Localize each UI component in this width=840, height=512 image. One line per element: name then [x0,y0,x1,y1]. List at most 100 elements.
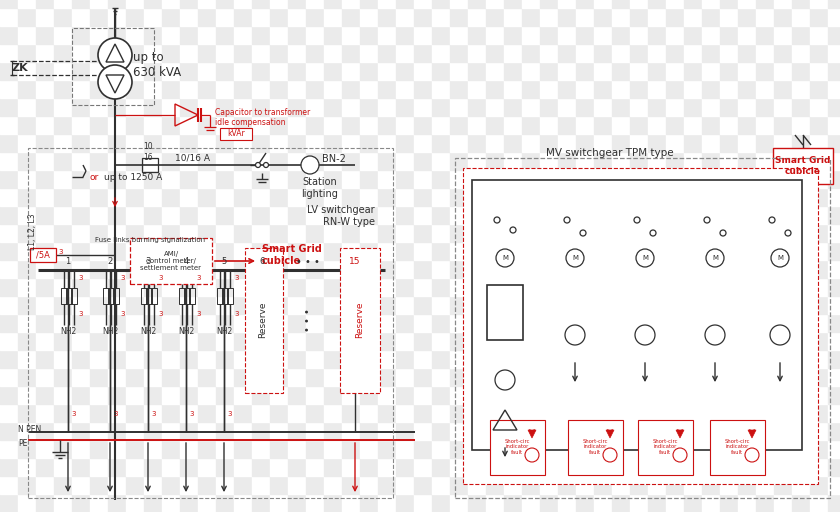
Bar [198,224,216,242]
Bar [432,8,450,26]
Bar [288,296,306,314]
Bar [378,404,396,422]
Bar [378,8,396,26]
Bar [810,224,828,242]
Bar [144,368,162,386]
Bar [306,368,324,386]
Text: L1, L2, L3: L1, L2, L3 [28,214,36,250]
Bar [792,44,810,62]
Bar [810,260,828,278]
Bar [702,80,720,98]
Bar [18,206,36,224]
Bar [378,188,396,206]
Bar [702,278,720,296]
Bar [378,260,396,278]
Bar [324,386,342,404]
Bar [18,98,36,116]
Bar [504,458,522,476]
Bar [252,116,270,134]
Bar [450,188,468,206]
Text: 3: 3 [71,411,76,417]
Bar [666,224,684,242]
Bar [810,170,828,188]
Bar [810,278,828,296]
Bar [612,242,630,260]
Bar [684,224,702,242]
Bar [756,404,774,422]
Bar [342,116,360,134]
Bar [234,422,252,440]
Bar [126,152,144,170]
Bar [216,260,234,278]
Bar [756,260,774,278]
Bar [151,288,157,304]
Bar [432,494,450,512]
Bar [540,494,558,512]
Bar [468,278,486,296]
Circle shape [564,217,570,223]
Bar [108,152,126,170]
Bar [342,404,360,422]
Bar [360,332,378,350]
Bar [540,26,558,44]
Bar [486,368,504,386]
Bar [270,278,288,296]
Bar [90,170,108,188]
Bar [648,224,666,242]
Bar [216,440,234,458]
Bar [576,296,594,314]
Bar [72,170,90,188]
Bar [792,0,810,8]
Bar [684,98,702,116]
Bar [558,296,576,314]
Bar [180,206,198,224]
Bar [432,80,450,98]
Bar [0,296,18,314]
Bar [558,26,576,44]
Bar [684,260,702,278]
Bar [144,116,162,134]
Bar [720,242,738,260]
Text: Reserve: Reserve [259,302,267,338]
Bar [324,458,342,476]
Bar [630,314,648,332]
Bar [594,0,612,8]
Bar [162,314,180,332]
Bar [540,8,558,26]
Bar [54,476,72,494]
Bar [792,26,810,44]
Bar [288,332,306,350]
Bar [36,8,54,26]
Text: 3: 3 [120,275,124,281]
Bar [710,420,765,475]
Bar [288,404,306,422]
Bar [252,224,270,242]
Bar [828,0,840,8]
Bar [54,350,72,368]
Bar [684,134,702,152]
Bar [648,296,666,314]
Bar [162,170,180,188]
Bar [216,314,234,332]
Bar [36,494,54,512]
Bar [72,440,90,458]
Bar [162,206,180,224]
Bar [198,206,216,224]
Bar [720,476,738,494]
Bar [324,332,342,350]
Bar [270,242,288,260]
Bar [540,0,558,8]
Circle shape [494,217,500,223]
Bar [162,296,180,314]
Bar [36,422,54,440]
Bar [594,98,612,116]
Bar [810,350,828,368]
Bar [217,288,223,304]
Bar [162,26,180,44]
Bar [144,386,162,404]
Bar [252,422,270,440]
Bar [540,152,558,170]
Bar [558,458,576,476]
Bar [324,80,342,98]
Bar [234,224,252,242]
